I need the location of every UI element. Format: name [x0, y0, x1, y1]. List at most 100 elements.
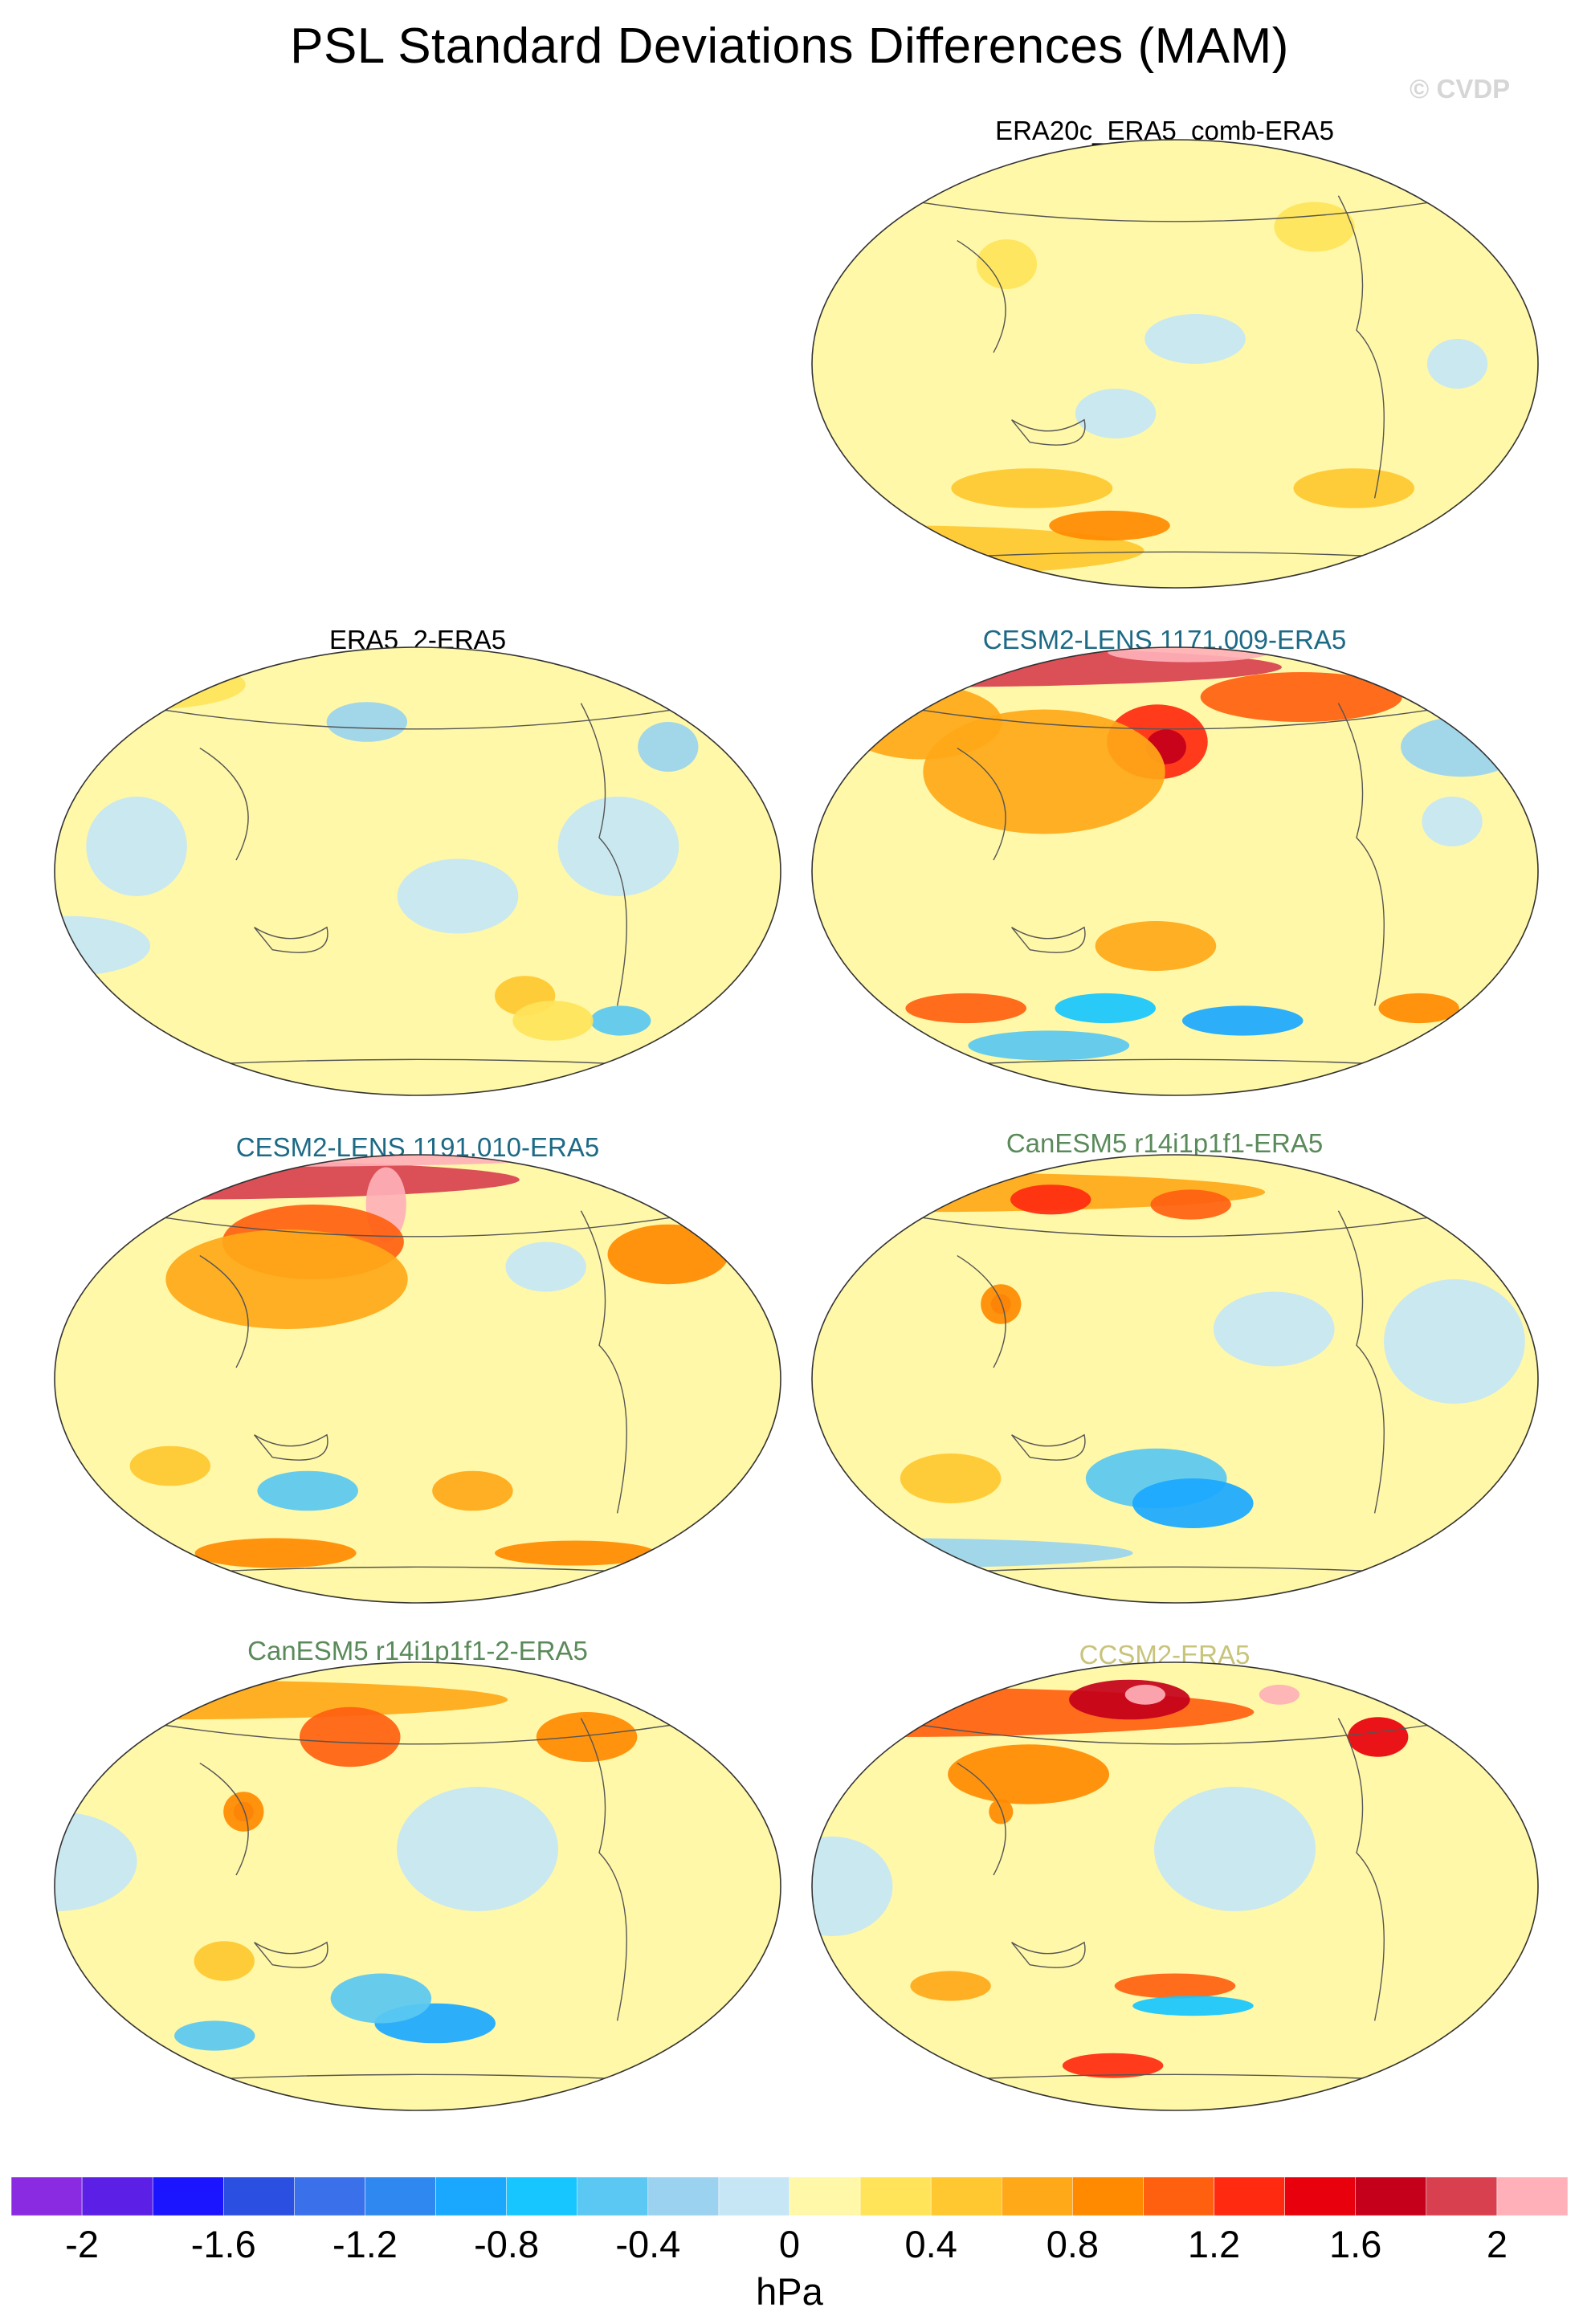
anomaly-region — [1200, 672, 1402, 722]
anomaly-region — [1348, 1717, 1409, 1757]
anomaly-region — [1259, 1684, 1300, 1705]
colorbar-tick-label: -0.8 — [474, 2223, 540, 2265]
anomaly-region — [1144, 314, 1246, 364]
coastline — [199, 1254, 249, 1368]
anomaly-region — [432, 1470, 513, 1511]
map-cesm2_1171 — [812, 647, 1538, 1095]
colorbar-swatch — [435, 2176, 507, 2216]
coastline — [957, 239, 1006, 353]
colorbar-swatch — [930, 2176, 1002, 2216]
map-outline — [54, 1154, 781, 1604]
colorbar-tick-label: -2 — [65, 2223, 99, 2265]
anomaly-region — [505, 1242, 586, 1292]
anomaly-region — [1378, 993, 1459, 1024]
coastline — [920, 1217, 1430, 1237]
anomaly-region — [1274, 202, 1355, 252]
colorbar-tick-label: 0.8 — [1046, 2223, 1100, 2265]
anomaly-region — [638, 722, 699, 772]
anomaly-region — [590, 1005, 651, 1036]
anomaly-region — [968, 1030, 1130, 1061]
colorbar-tick-label: 2 — [1486, 2223, 1508, 2265]
coastline — [254, 1941, 328, 1968]
anomaly-region — [1384, 1279, 1525, 1404]
anomaly-region — [86, 797, 187, 896]
colorbar-swatch — [1002, 2176, 1073, 2216]
coastline — [580, 1718, 627, 2021]
anomaly-region — [1095, 921, 1217, 971]
colorbar-units: hPa — [756, 2270, 823, 2313]
coastline — [1337, 1718, 1385, 2021]
coastline — [1011, 926, 1086, 953]
coastline — [920, 709, 1430, 730]
anomaly-region — [330, 1973, 432, 2024]
anomaly-region — [1422, 797, 1483, 846]
anomaly-region — [129, 1445, 211, 1486]
colorbar-tick-label: 1.6 — [1329, 2223, 1382, 2265]
colorbar-swatch — [789, 2176, 861, 2216]
anomaly-region — [1150, 1189, 1231, 1220]
coastline — [254, 926, 328, 953]
anomaly-region — [607, 1224, 729, 1285]
coastline — [1011, 1941, 1086, 1968]
page-title: PSL Standard Deviations Differences (MAM… — [290, 18, 1289, 74]
anomaly-region — [397, 1787, 558, 1911]
map-outline — [54, 1661, 781, 2111]
colorbar-swatch — [1284, 2176, 1356, 2216]
anomaly-region — [905, 993, 1027, 1024]
map-era20c — [812, 140, 1538, 588]
colorbar-swatch — [718, 2176, 790, 2216]
anomaly-region — [557, 797, 679, 896]
colorbar-swatch — [365, 2176, 436, 2216]
anomaly-region — [1062, 2053, 1164, 2078]
coastline — [1011, 418, 1086, 446]
map-cesm2_1191 — [55, 1155, 781, 1603]
colorbar-tick-label: 0 — [778, 2223, 801, 2265]
coastline — [163, 1217, 672, 1237]
anomaly-region — [1426, 339, 1488, 389]
map-canesm5_2 — [55, 1662, 781, 2110]
coastline — [1011, 1433, 1086, 1461]
coastline — [199, 1762, 249, 1876]
anomaly-region — [989, 1799, 1014, 1825]
anomaly-region — [1181, 1005, 1304, 1036]
coastline — [1337, 195, 1385, 499]
anomaly-region — [1055, 993, 1157, 1024]
map-outline — [811, 1154, 1539, 1604]
colorbar-swatch — [294, 2176, 365, 2216]
coastline — [580, 1210, 627, 1514]
anomaly-region — [1049, 510, 1170, 541]
anomaly-region — [536, 1712, 638, 1762]
coastline — [920, 202, 1430, 222]
panel-title-canesm5-2: CanESM5 r14i1p1f1-2-ERA5 — [247, 1636, 588, 1666]
anomaly-region — [1213, 1291, 1335, 1367]
coastline — [1337, 703, 1385, 1006]
anomaly-region — [1293, 468, 1415, 508]
colorbar-swatch — [647, 2176, 720, 2216]
map-background — [55, 1155, 781, 1603]
colorbar-tick-label: -1.6 — [190, 2223, 256, 2265]
anomaly-region — [812, 1538, 1133, 1568]
colorbar-swatch — [859, 2176, 932, 2216]
anomaly-region — [257, 1470, 358, 1511]
colorbar-swatch — [577, 2176, 649, 2216]
coastline — [254, 1433, 328, 1461]
anomaly-region — [1132, 1478, 1254, 1528]
anomaly-region — [512, 1001, 594, 1041]
colorbar-tick-label: -0.4 — [615, 2223, 681, 2265]
colorbar-swatch — [1355, 2176, 1427, 2216]
colorbar-tick-label: 1.2 — [1187, 2223, 1241, 2265]
anomaly-region — [900, 1454, 1002, 1503]
anomaly-region — [326, 702, 408, 742]
watermark: © CVDP — [1410, 74, 1511, 104]
coastline — [580, 703, 627, 1006]
colorbar-tick-label: -1.2 — [332, 2223, 398, 2265]
coastline — [957, 1254, 1006, 1368]
anomaly-region — [495, 1540, 656, 1566]
anomaly-region — [976, 239, 1038, 289]
anomaly-region — [948, 1744, 1110, 1804]
colorbar-swatch — [81, 2176, 153, 2216]
colorbar-swatch — [1214, 2176, 1285, 2216]
anomaly-region — [812, 1837, 893, 1936]
anomaly-region — [1010, 1184, 1091, 1215]
